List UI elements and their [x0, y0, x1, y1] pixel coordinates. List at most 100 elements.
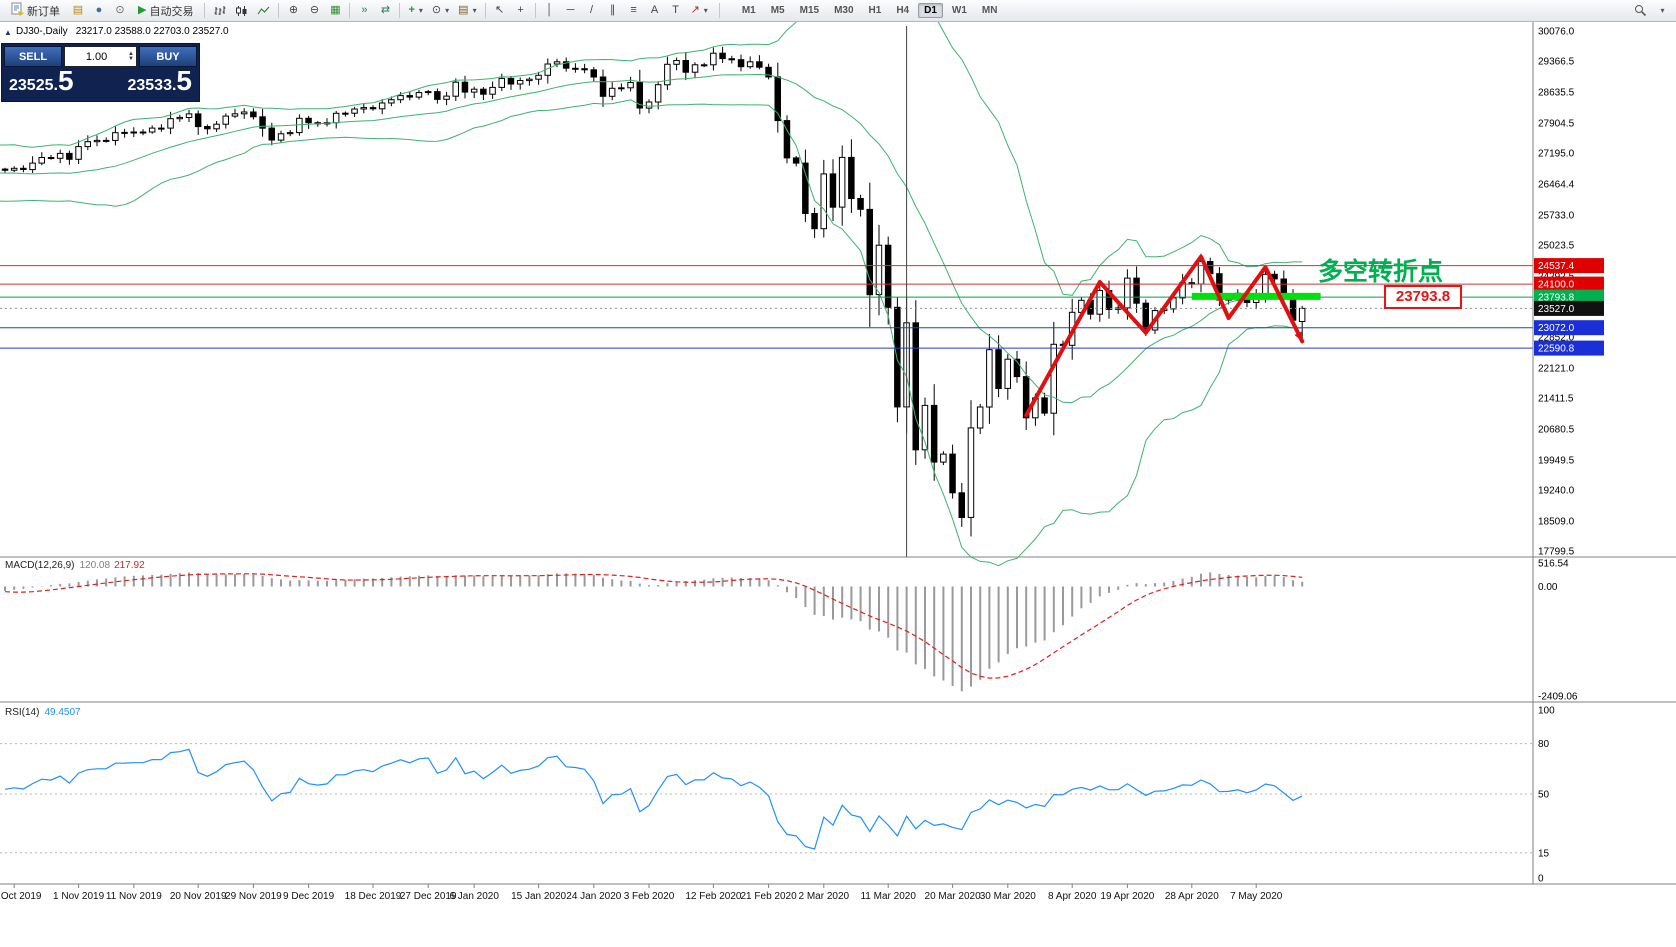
volume-spinner-icons[interactable]: ▲ ▼	[128, 50, 134, 62]
auto-scroll-icon: »	[361, 4, 368, 16]
chart-area[interactable]: 30076.0 29366.5 28635.5 27904.5 27195.0 26464…	[0, 22, 1676, 947]
svg-text:0: 0	[1538, 874, 1544, 885]
svg-text:27195.0: 27195.0	[1538, 149, 1575, 160]
one-click-trading-panel: SELL 1.00 ▲ ▼ BUY 23525.5 23533.5	[1, 43, 200, 102]
line-chart-button[interactable]	[253, 2, 274, 20]
arrows-button[interactable]: ↗ ▾	[687, 2, 712, 20]
bar-chart-button[interactable]	[209, 2, 230, 20]
crosshair-button[interactable]: +	[511, 2, 531, 20]
svg-text:28635.5: 28635.5	[1538, 88, 1575, 99]
svg-text:24537.4: 24537.4	[1538, 261, 1575, 272]
toolbar-separator	[484, 3, 486, 18]
svg-text:15 Jan 2020: 15 Jan 2020	[511, 891, 566, 902]
sell-button[interactable]: SELL	[4, 46, 62, 67]
text-button[interactable]: A	[645, 2, 665, 20]
timeframe-mn-button[interactable]: MN	[976, 3, 1004, 18]
trendline-button[interactable]: /	[582, 2, 602, 20]
toolbar-options-button[interactable]: ▾	[1652, 2, 1672, 20]
svg-text:25733.0: 25733.0	[1538, 211, 1575, 222]
data-window-button[interactable]: ⊙	[110, 2, 130, 20]
svg-text:100: 100	[1538, 706, 1555, 717]
chart-shift-button[interactable]: ⇄	[375, 2, 395, 20]
zoom-in-button[interactable]: ⊕	[283, 2, 303, 20]
toolbar-separator	[278, 3, 280, 18]
timeframe-h1-button[interactable]: H1	[863, 3, 888, 18]
candlestick-chart-button[interactable]	[231, 2, 252, 20]
timeframe-m30-button[interactable]: M30	[828, 3, 859, 18]
svg-text:21411.5: 21411.5	[1538, 394, 1574, 405]
zoom-out-button[interactable]: ⊖	[304, 2, 324, 20]
timeframe-h4-button[interactable]: H4	[890, 3, 915, 18]
svg-text:-2409.06: -2409.06	[1538, 692, 1578, 703]
svg-text:23527.0: 23527.0	[1538, 304, 1575, 315]
svg-text:18 Dec 2019: 18 Dec 2019	[345, 891, 402, 902]
svg-text:26464.4: 26464.4	[1538, 180, 1575, 191]
svg-text:24100.0: 24100.0	[1538, 280, 1575, 291]
macd-indicator-label: MACD(12,26,9) 120.08 217.92	[5, 560, 145, 571]
indicators-icon: +	[408, 4, 415, 16]
svg-text:516.54: 516.54	[1538, 559, 1569, 570]
search-button[interactable]	[1630, 2, 1651, 20]
new-order-button[interactable]: 新订单	[4, 2, 67, 20]
channel-button[interactable]: ∥	[603, 2, 623, 20]
svg-text:80: 80	[1538, 739, 1550, 750]
channel-icon: ∥	[609, 4, 616, 16]
svg-text:18509.0: 18509.0	[1538, 516, 1575, 527]
svg-text:24 Jan 2020: 24 Jan 2020	[566, 891, 621, 902]
market-watch-button[interactable]: ●	[89, 2, 109, 20]
timeframe-m5-button[interactable]: M5	[765, 3, 791, 18]
periods-button[interactable]: ⊙ ▾	[428, 2, 453, 20]
data-window-icon: ⊙	[115, 4, 125, 16]
one-click-collapse-icon[interactable]: ▲	[4, 28, 12, 37]
svg-text:29 Nov 2019: 29 Nov 2019	[225, 891, 282, 902]
line-chart-icon	[258, 6, 270, 14]
indicators-button[interactable]: + ▾	[404, 2, 426, 20]
volume-stepper[interactable]: 1.00 ▲ ▼	[64, 46, 137, 67]
svg-text:30076.0: 30076.0	[1538, 27, 1575, 38]
tile-windows-icon: ▦	[330, 4, 341, 16]
fibonacci-icon: ≡	[630, 4, 637, 16]
svg-text:1 Nov 2019: 1 Nov 2019	[53, 891, 105, 902]
svg-text:23072.0: 23072.0	[1538, 323, 1575, 334]
cursor-button[interactable]: ↖	[490, 2, 510, 20]
tile-windows-button[interactable]: ▦	[325, 2, 345, 20]
auto-scroll-button[interactable]: »	[354, 2, 374, 20]
svg-text:50: 50	[1538, 790, 1550, 801]
chevron-down-icon: ▾	[418, 5, 423, 15]
svg-text:19240.0: 19240.0	[1538, 486, 1575, 497]
sell-price: 23525.5	[9, 65, 74, 96]
templates-button[interactable]: ▤ ▾	[454, 2, 480, 20]
horizontal-line-icon: ─	[566, 4, 575, 16]
profiles-button[interactable]: ▤	[68, 2, 88, 20]
cursor-icon: ↖	[494, 4, 505, 16]
periods-icon: ⊙	[431, 4, 442, 16]
autotrade-button[interactable]: ▶ 自动交易	[131, 2, 200, 20]
main-toolbar: 新订单 ▤ ● ⊙ ▶ 自动交易 ⊕ ⊖ ▦ » ⇄ + ▾ ⊙ ▾ ▤ ▾ ↖ + …	[0, 0, 1676, 22]
timeframe-d1-button[interactable]: D1	[918, 3, 943, 18]
macd-layer	[4, 572, 1304, 692]
rsi-layer	[0, 743, 1533, 854]
timeframe-m1-button[interactable]: M1	[736, 3, 762, 18]
bollinger-layer	[0, 22, 1303, 567]
horizontal-line-button[interactable]: ─	[561, 2, 581, 20]
price-chart-svg[interactable]: 30076.0 29366.5 28635.5 27904.5 27195.0 26464…	[0, 22, 1676, 947]
svg-text:25023.5: 25023.5	[1538, 241, 1575, 252]
chevron-down-icon: ▾	[703, 5, 708, 15]
fibonacci-button[interactable]: ≡	[624, 2, 644, 20]
text-label-button[interactable]: T	[666, 2, 686, 20]
text-label-icon: T	[672, 4, 679, 16]
vertical-line-button[interactable]: │	[540, 2, 560, 20]
svg-text:28 Apr 2020: 28 Apr 2020	[1165, 891, 1219, 902]
trendline-icon: /	[590, 4, 594, 16]
svg-text:21 Feb 2020: 21 Feb 2020	[741, 891, 798, 902]
svg-text:23 Oct 2019: 23 Oct 2019	[0, 891, 42, 902]
buy-button[interactable]: BUY	[139, 46, 197, 67]
levels-layer	[0, 265, 1533, 349]
timeframe-w1-button[interactable]: W1	[946, 3, 973, 18]
annotations-layer	[906, 26, 1321, 557]
svg-text:20680.5: 20680.5	[1538, 425, 1575, 436]
svg-text:0.00: 0.00	[1538, 582, 1558, 593]
timeframe-m15-button[interactable]: M15	[794, 3, 825, 18]
